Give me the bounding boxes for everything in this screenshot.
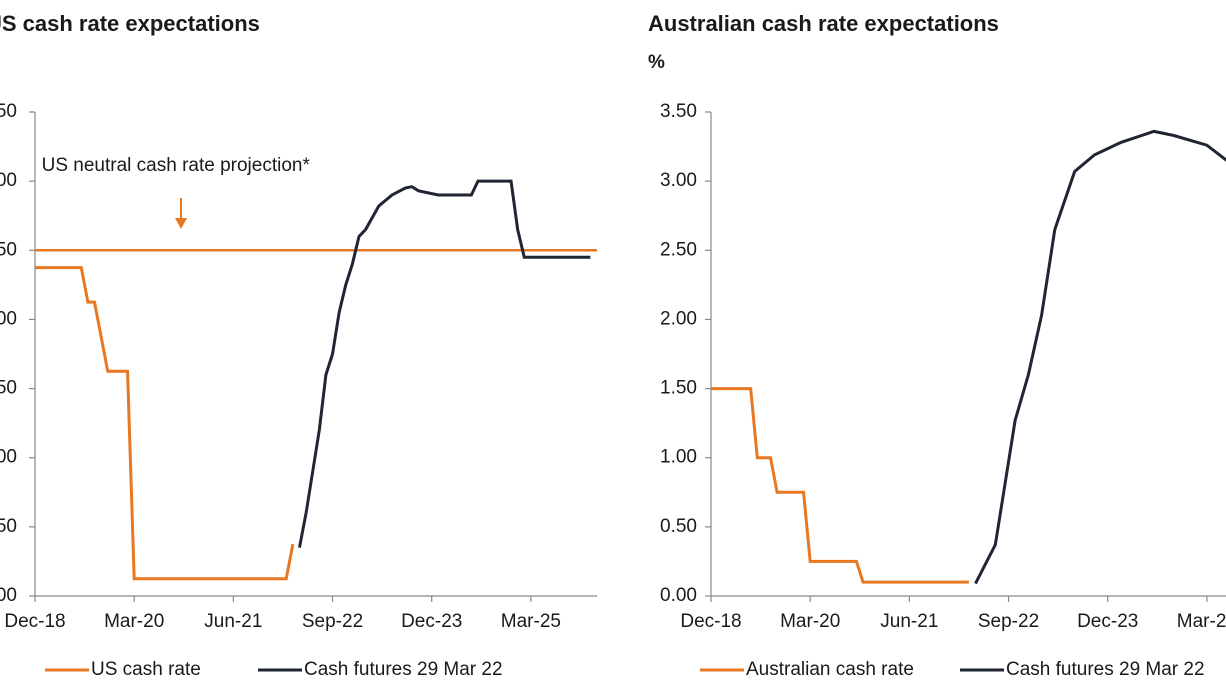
x-tick-label: Dec-23	[1077, 611, 1138, 632]
x-tick-label: Mar-25	[501, 611, 561, 632]
series-line	[711, 387, 969, 584]
series-line	[35, 266, 295, 581]
annotation-arrowhead	[175, 218, 187, 229]
legend-label: Australian cash rate	[746, 659, 914, 680]
x-tick-label: Jun-21	[880, 611, 938, 632]
x-tick-label: Sep-22	[302, 611, 363, 632]
y-tick-label: 3.00	[0, 170, 17, 191]
legend-label: Cash futures 29 Mar 22	[304, 659, 503, 680]
y-axis-label: %	[648, 52, 665, 73]
x-tick-label: Jun-21	[204, 611, 262, 632]
legend-label: US cash rate	[91, 659, 201, 680]
y-tick-label: 2.50	[660, 239, 697, 260]
y-tick-label: 3.50	[0, 101, 17, 122]
annotation: US neutral cash rate projection*	[42, 155, 311, 176]
chart-title: Australian cash rate expectations	[648, 11, 999, 36]
series-line	[297, 179, 591, 548]
x-tick-label: Sep-22	[978, 611, 1039, 632]
y-tick-label: 3.50	[660, 101, 697, 122]
y-tick-label: 0.50	[0, 516, 17, 537]
x-tick-label: Dec-23	[401, 611, 462, 632]
series-line	[974, 129, 1226, 585]
y-tick-label: 2.00	[0, 308, 17, 329]
y-tick-label: 2.50	[0, 239, 17, 260]
x-tick-label: Dec-18	[680, 611, 741, 632]
x-tick-label: Mar-20	[780, 611, 840, 632]
legend-label: Cash futures 29 Mar 22	[1006, 659, 1205, 680]
y-tick-label: 1.00	[0, 447, 17, 468]
y-tick-label: 1.00	[660, 447, 697, 468]
x-tick-label: Mar-25	[1177, 611, 1226, 632]
y-tick-label: 2.00	[660, 308, 697, 329]
y-tick-label: 0.00	[660, 585, 697, 606]
x-tick-label: Dec-18	[4, 611, 65, 632]
y-tick-label: 0.00	[0, 585, 17, 606]
y-tick-label: 0.50	[660, 516, 697, 537]
chart-title: US cash rate expectations	[0, 11, 260, 36]
y-tick-label: 1.50	[0, 378, 17, 399]
x-tick-label: Mar-20	[104, 611, 164, 632]
y-tick-label: 3.00	[660, 170, 697, 191]
y-tick-label: 1.50	[660, 378, 697, 399]
